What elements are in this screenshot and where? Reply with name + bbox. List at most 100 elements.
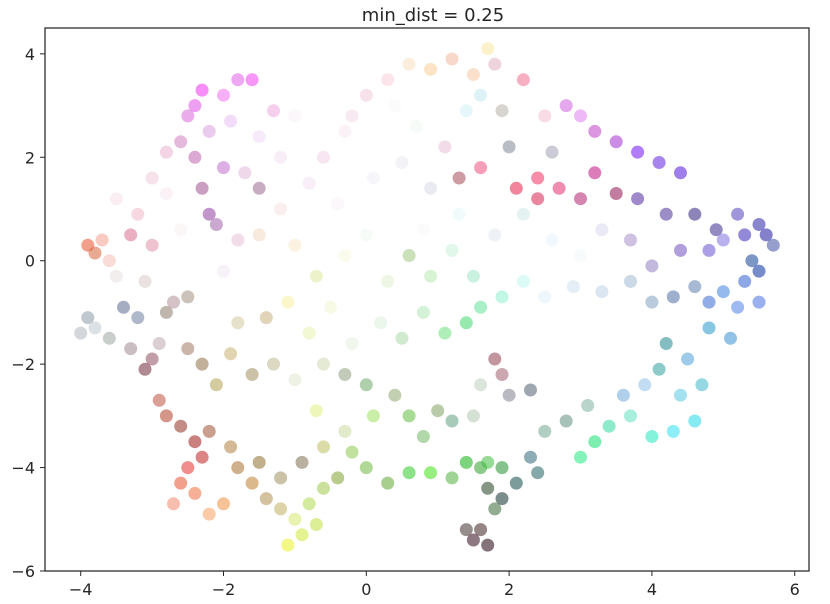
- data-point: [217, 264, 230, 278]
- data-point: [588, 435, 602, 449]
- data-point: [674, 388, 687, 402]
- data-point: [109, 269, 123, 283]
- data-point: [466, 269, 480, 283]
- data-point: [174, 223, 188, 237]
- data-point: [195, 357, 209, 371]
- data-point: [359, 461, 373, 475]
- y-tick-label: −4: [11, 459, 35, 478]
- data-point: [502, 388, 516, 402]
- data-point: [502, 140, 516, 154]
- data-point: [288, 238, 302, 252]
- data-point: [231, 316, 245, 330]
- data-point: [138, 362, 152, 376]
- data-point: [274, 471, 288, 485]
- data-point: [481, 538, 495, 552]
- data-point: [402, 466, 416, 480]
- data-point: [624, 409, 637, 423]
- data-point: [152, 337, 166, 350]
- data-point: [488, 57, 502, 71]
- data-point: [424, 269, 438, 283]
- data-point: [181, 461, 195, 475]
- data-point: [309, 269, 323, 283]
- data-point: [459, 523, 473, 537]
- data-point: [488, 502, 502, 516]
- y-tick-label: −6: [11, 562, 35, 581]
- data-point: [752, 295, 766, 309]
- data-point: [552, 181, 566, 195]
- data-point: [224, 347, 238, 361]
- data-point: [474, 161, 488, 175]
- data-point: [231, 73, 245, 87]
- x-axis: −4 −2 0 2 4 6: [69, 571, 800, 599]
- data-point: [238, 166, 252, 180]
- data-point: [688, 414, 702, 428]
- data-point: [402, 409, 416, 423]
- data-point: [445, 52, 459, 66]
- data-point: [202, 507, 216, 521]
- data-point: [124, 342, 138, 356]
- data-point: [738, 228, 752, 242]
- data-point: [145, 238, 159, 252]
- data-point: [388, 388, 402, 402]
- data-point: [474, 523, 488, 537]
- data-point: [252, 228, 266, 242]
- data-point: [645, 259, 659, 273]
- data-point: [302, 176, 316, 190]
- data-point: [481, 455, 495, 469]
- data-point: [702, 243, 716, 257]
- data-point: [374, 316, 388, 330]
- data-point: [731, 207, 745, 221]
- data-point: [159, 409, 173, 423]
- data-point: [245, 368, 259, 381]
- data-point: [224, 440, 238, 454]
- data-point: [531, 171, 545, 185]
- y-axis: −6 −4 −2 0 2 4: [11, 45, 45, 581]
- y-tick-label: −2: [11, 355, 35, 374]
- data-point: [188, 99, 202, 113]
- data-point: [281, 295, 295, 309]
- data-point: [609, 187, 623, 200]
- data-point: [466, 68, 480, 81]
- data-point: [681, 352, 695, 366]
- data-point: [674, 166, 687, 180]
- data-point: [688, 207, 702, 221]
- data-point: [274, 502, 288, 516]
- data-point: [117, 300, 130, 314]
- data-point: [324, 300, 338, 314]
- data-point: [638, 378, 652, 392]
- data-point: [424, 181, 438, 195]
- data-point: [495, 368, 509, 381]
- data-point: [131, 311, 145, 325]
- data-point: [488, 352, 502, 366]
- data-point: [88, 246, 102, 260]
- data-point: [609, 135, 623, 149]
- data-point: [766, 238, 780, 252]
- data-point: [752, 218, 766, 231]
- data-point: [274, 202, 288, 216]
- data-point: [102, 331, 116, 345]
- data-point: [181, 342, 195, 356]
- data-point: [217, 88, 230, 102]
- data-point: [317, 357, 330, 371]
- data-point: [252, 455, 266, 469]
- data-point: [174, 419, 188, 433]
- data-point: [566, 280, 580, 294]
- x-tick-label: −4: [69, 580, 93, 599]
- data-point: [309, 404, 323, 418]
- data-point: [538, 290, 552, 304]
- data-point: [595, 285, 609, 299]
- data-point: [317, 440, 330, 454]
- data-point: [231, 461, 245, 475]
- data-point: [666, 424, 680, 438]
- data-point: [202, 424, 216, 438]
- data-point: [259, 492, 273, 506]
- data-point: [538, 109, 552, 123]
- data-point: [474, 88, 488, 102]
- data-point: [338, 424, 352, 438]
- data-point: [474, 300, 488, 314]
- data-point: [516, 207, 530, 221]
- data-point: [74, 326, 88, 340]
- data-point: [317, 150, 330, 164]
- data-point: [159, 305, 173, 319]
- data-point: [445, 414, 459, 428]
